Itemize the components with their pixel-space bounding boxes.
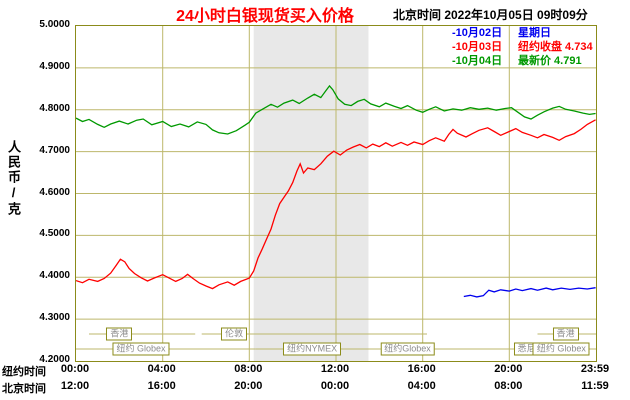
legend-row: -10月03日 纽约收盘 4.734 [452, 40, 593, 54]
legend-date-label: -10月03日 [452, 41, 503, 53]
x-tick-label: 23:59 [580, 363, 610, 375]
legend-row: -10月04日 最新价 4.791 [452, 54, 593, 68]
x-tick-label: 04:00 [147, 363, 176, 375]
x-axis-prefix: 纽约时间 [2, 366, 46, 378]
x-tick-label: 00:00 [60, 363, 90, 375]
y-axis-tick-labels: 5.0000 4.9000 4.8000 4.7000 4.6000 4.5000 4.40… [0, 0, 70, 400]
session-label: 纽约Globex [380, 342, 435, 356]
y-tick-label: 5.0000 [39, 19, 70, 30]
x-tick-label: 11:59 [581, 380, 609, 392]
price-line [76, 119, 596, 290]
plot-area: 香港 伦敦 香港 纽约 Globex 纽约NYMEX 纽约Globex 悉尼 纽约 Globe… [75, 25, 597, 362]
session-label: 纽约NYMEX [283, 342, 342, 356]
x-tick-label: 20:00 [494, 363, 523, 375]
x-tick-label: 16:00 [407, 363, 436, 375]
y-tick-label: 4.5000 [39, 228, 70, 240]
beijing-timestamp: 北京时间 2022年10月05日 09时09分 [393, 8, 588, 22]
x-axis-prefix: 北京时间 [2, 383, 46, 395]
legend-row: -10月02日 星期日 [452, 26, 593, 40]
legend-note: 星期日 [518, 27, 551, 39]
chart-canvas [76, 26, 596, 361]
x-axis-row: 纽约时间 00:00 04:00 08:00 12:00 16:00 20:00 23:59 [0, 362, 630, 379]
x-tick-label: 20:00 [234, 380, 263, 392]
x-axis-row: 北京时间 12:00 16:00 20:00 00:00 04:00 08:00 11:59 [0, 379, 630, 396]
x-tick-label: 12:00 [320, 363, 350, 375]
legend: -10月02日 星期日 -10月03日 纽约收盘 4.734 -10月04日 最新价 4.… [452, 26, 593, 68]
session-label: 纽约 Globex [112, 342, 170, 356]
y-tick-label: 4.6000 [39, 186, 70, 198]
x-tick-label: 00:00 [320, 380, 350, 392]
legend-note: 最新价 4.791 [518, 55, 582, 67]
legend-date-label: -10月04日 [452, 55, 503, 67]
y-tick-label: 4.4000 [39, 270, 70, 282]
price-line [463, 287, 596, 298]
x-tick-label: 12:00 [60, 380, 90, 392]
y-tick-label: 4.8000 [39, 102, 70, 114]
x-tick-label: 08:00 [494, 380, 523, 392]
y-tick-label: 4.2000 [39, 354, 70, 365]
x-tick-label: 04:00 [407, 380, 436, 392]
legend-note: 纽约收盘 4.734 [518, 41, 593, 53]
price-line [76, 84, 596, 135]
session-label: 香港 [552, 327, 579, 341]
page-title: 24小时白银现货买入价格 [176, 8, 354, 25]
session-label: 香港 [106, 327, 133, 341]
y-tick-label: 4.7000 [39, 144, 70, 156]
session-label: 纽约 Globex [532, 342, 590, 356]
legend-date-label: -10月02日 [452, 27, 503, 39]
y-tick-label: 4.9000 [39, 60, 70, 72]
x-tick-label: 16:00 [147, 380, 176, 392]
session-label: 伦敦 [221, 327, 248, 341]
y-tick-label: 4.3000 [39, 312, 70, 324]
x-tick-label: 08:00 [234, 363, 263, 375]
x-axis: 纽约时间 00:00 04:00 08:00 12:00 16:00 20:00 23:59 北… [0, 362, 630, 396]
y-axis-unit-label: 人民币/克 [6, 140, 21, 217]
